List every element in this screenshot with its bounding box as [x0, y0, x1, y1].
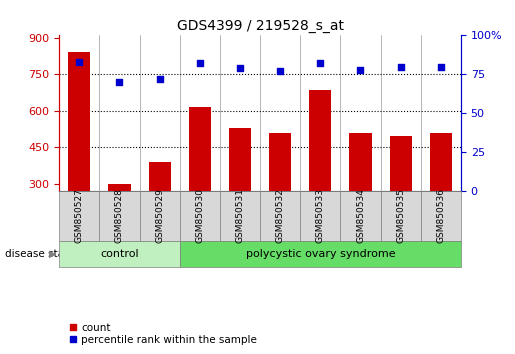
Text: ▶: ▶	[49, 249, 57, 259]
Text: GSM850530: GSM850530	[195, 188, 204, 244]
Text: control: control	[100, 249, 139, 259]
Bar	[229, 128, 251, 191]
Bar	[350, 133, 371, 191]
Text: GSM850536: GSM850536	[436, 188, 445, 244]
Point	[437, 64, 445, 69]
Bar	[68, 52, 90, 191]
Title: GDS4399 / 219528_s_at: GDS4399 / 219528_s_at	[177, 19, 344, 33]
Point	[397, 64, 405, 69]
Text: GSM850528: GSM850528	[115, 188, 124, 244]
Point	[356, 67, 365, 73]
Point	[276, 68, 284, 74]
Text: GSM850533: GSM850533	[316, 188, 325, 244]
Point	[75, 59, 83, 65]
Point	[236, 65, 244, 71]
Point	[115, 79, 124, 85]
Text: disease state: disease state	[5, 249, 75, 259]
Bar	[390, 136, 411, 191]
Text: GSM850529: GSM850529	[155, 188, 164, 244]
Text: GSM850534: GSM850534	[356, 188, 365, 244]
Bar	[189, 107, 211, 191]
Text: GSM850531: GSM850531	[235, 188, 245, 244]
Text: GSM850532: GSM850532	[276, 188, 285, 244]
Text: polycystic ovary syndrome: polycystic ovary syndrome	[246, 249, 395, 259]
Bar	[310, 90, 331, 191]
Bar	[149, 162, 170, 191]
Text: GSM850535: GSM850535	[396, 188, 405, 244]
Bar	[430, 133, 452, 191]
Legend: count, percentile rank within the sample: count, percentile rank within the sample	[64, 318, 261, 349]
Point	[196, 61, 204, 66]
Text: GSM850527: GSM850527	[75, 188, 84, 244]
Bar	[109, 184, 130, 191]
Point	[156, 76, 164, 82]
Point	[316, 61, 324, 66]
Bar	[269, 133, 291, 191]
